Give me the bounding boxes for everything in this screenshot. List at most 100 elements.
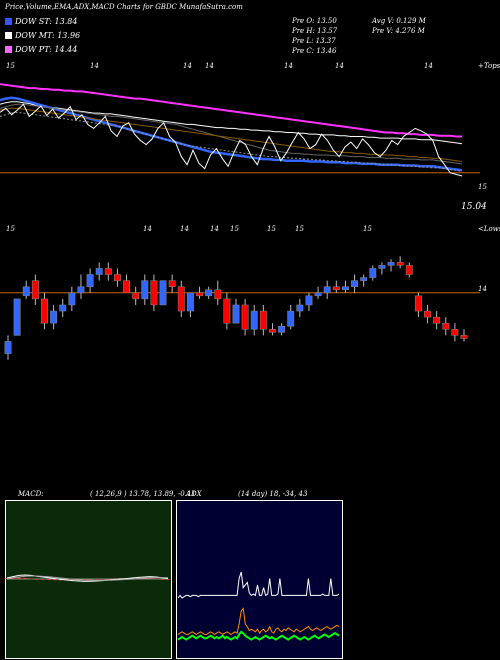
- candle-body: [68, 292, 76, 306]
- macd-histogram-bar: [106, 578, 110, 580]
- candle-body: [104, 268, 112, 275]
- candle-body: [305, 295, 313, 306]
- candle-body: [123, 280, 131, 294]
- ema-series-line-2: [0, 103, 463, 165]
- macd-label: MACD:: [18, 490, 44, 498]
- ema-date-label: 14: [424, 62, 433, 70]
- candle-body: [77, 286, 85, 294]
- candle-body: [414, 295, 422, 312]
- candle-body: [159, 280, 167, 306]
- info-avg-v: Avg V: 0.129 M: [372, 17, 426, 25]
- macd-histogram-bar: [160, 579, 164, 580]
- candle-body: [314, 292, 322, 297]
- candle-body: [296, 304, 304, 312]
- ema-series-line-3: [0, 107, 463, 162]
- ema-price-label-15: 15: [478, 183, 487, 191]
- price-date-label: 15: [267, 225, 276, 233]
- macd-series-line-1: [6, 575, 169, 581]
- candle-body: [387, 262, 395, 266]
- candle-body: [4, 341, 12, 354]
- legend-swatch-pt: [5, 46, 12, 53]
- legend-dow-pt: DOW PT: 14.44: [5, 45, 77, 54]
- candle-body: [86, 274, 94, 287]
- price-date-label: 14: [143, 225, 152, 233]
- candle-body: [150, 280, 158, 306]
- candle-body: [50, 310, 58, 324]
- candle-body: [59, 304, 67, 312]
- candle-body: [405, 265, 413, 275]
- ema-date-label: 14: [335, 62, 344, 70]
- candle-body: [31, 280, 39, 300]
- candle-body: [141, 280, 149, 300]
- candle-body: [132, 292, 140, 300]
- macd-histogram-bar: [154, 578, 158, 580]
- adx-series-line-0: [177, 571, 340, 599]
- macd-params: ( 12,26,9 ) 13.78, 13.89, -0.11: [90, 490, 196, 498]
- candle-body: [378, 265, 386, 269]
- price-top-right-label: <Lows: [478, 225, 500, 233]
- price-date-label: 14: [180, 225, 189, 233]
- ema-top-left-label: 15: [6, 62, 15, 70]
- macd-histogram-bar: [88, 579, 92, 580]
- candle-body: [113, 274, 121, 281]
- ema-series-line-6: [0, 103, 463, 177]
- chart-title: Price,Volume,EMA,ADX,MACD Charts for GBD…: [5, 3, 243, 11]
- candle-body: [323, 286, 331, 294]
- candle-body: [451, 329, 459, 336]
- candle-body: [442, 322, 450, 330]
- candle-body: [460, 335, 468, 339]
- candle-body: [360, 277, 368, 281]
- ema-top-right-label: +Tops: [478, 62, 500, 70]
- legend-dow-st: DOW ST: 13.84: [5, 17, 77, 26]
- candle-body: [250, 310, 258, 330]
- adx-series-line-2: [177, 630, 340, 641]
- info-pre-c: Pre C: 13.46: [292, 47, 337, 55]
- candle-body: [196, 292, 203, 297]
- info-pre-h: Pre H: 13.57: [292, 27, 338, 35]
- candle-body: [341, 286, 349, 290]
- macd-histogram-bar: [23, 577, 27, 579]
- price-date-label: 15: [295, 225, 304, 233]
- candle-body: [177, 286, 185, 312]
- candle-body: [278, 326, 286, 333]
- candle-body: [223, 298, 231, 324]
- candle-body: [205, 289, 213, 297]
- price-date-label: 15: [363, 225, 372, 233]
- ema-date-label: 14: [284, 62, 293, 70]
- ema-series-line-1: [0, 96, 463, 172]
- candle-body: [396, 262, 404, 266]
- candle-body: [332, 286, 340, 290]
- candle-body: [241, 304, 249, 330]
- legend-swatch-mt: [5, 32, 12, 39]
- price-top-left-label: 15: [6, 225, 15, 233]
- adx-series-line-1: [177, 607, 340, 635]
- candle-body: [13, 298, 21, 336]
- macd-histogram-bar: [29, 578, 33, 580]
- legend-dow-mt: DOW MT: 13.96: [5, 31, 80, 40]
- ema-date-label: 14: [205, 62, 214, 70]
- macd-histogram-bar: [166, 579, 170, 580]
- macd-histogram-bar: [94, 579, 98, 580]
- info-pre-o: Pre O: 13.50: [292, 17, 337, 25]
- candle-body: [287, 310, 295, 327]
- candle-body: [168, 280, 176, 287]
- macd-histogram-bar: [112, 578, 116, 580]
- macd-histogram-bar: [35, 579, 39, 580]
- price-label-14: 14: [478, 285, 487, 293]
- macd-histogram-bar: [148, 577, 152, 579]
- ema-series-line-5: [0, 111, 463, 172]
- ema-price-label-last: 15.04: [461, 202, 487, 212]
- macd-histogram-bar: [17, 577, 21, 579]
- adx-params: (14 day) 18, -34, 43: [238, 490, 308, 498]
- candle-body: [369, 268, 377, 278]
- info-pre-l: Pre L: 13.37: [292, 37, 336, 45]
- price-date-label: 15: [230, 225, 239, 233]
- macd-histogram-bar: [47, 579, 51, 580]
- macd-histogram-bar: [11, 577, 15, 579]
- info-pre-v: Pre V: 4.276 M: [372, 27, 425, 35]
- legend-swatch-st: [5, 18, 12, 25]
- candle-body: [186, 292, 194, 312]
- candle-body: [22, 286, 30, 297]
- candle-body: [259, 310, 267, 330]
